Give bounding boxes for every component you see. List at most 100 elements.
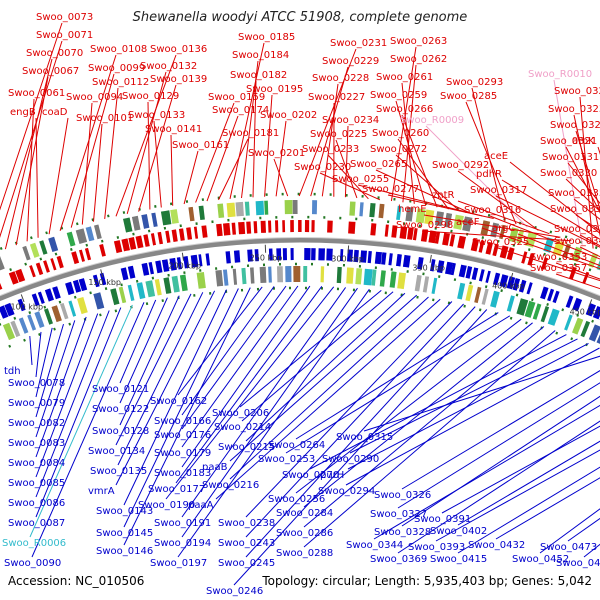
label-connector (245, 301, 453, 518)
label-connector (153, 120, 162, 208)
forward-feature (521, 251, 528, 264)
label-connector (363, 355, 600, 432)
label-connector (573, 198, 600, 220)
reverse-feature (402, 254, 411, 268)
cog-feature-outer (22, 245, 31, 261)
cog-feature-inner (363, 268, 373, 286)
reverse-feature (318, 248, 325, 261)
gene-label-forward: Swoo_0285 (440, 91, 497, 102)
gene-label-reverse: Swoo_0452 (512, 554, 569, 565)
gene-label-reverse: Swoo_0145 (96, 528, 153, 539)
gene-label-reverse: Swoo_0432 (468, 540, 525, 551)
label-connector (229, 296, 429, 480)
forward-feature (216, 223, 223, 237)
reverse-feature (4, 302, 15, 317)
gene-label-reverse: Swoo_0087 (8, 518, 65, 529)
cog-feature-inner (346, 267, 354, 284)
cog-feature-inner (241, 267, 247, 285)
reverse-feature (276, 248, 282, 261)
label-connector (29, 336, 33, 366)
cog-feature-inner (490, 290, 500, 308)
reverse-feature (326, 248, 333, 261)
gene-label-reverse: vmrA (88, 486, 115, 497)
reverse-feature (17, 298, 26, 312)
reverse-feature (471, 267, 479, 280)
label-connector (35, 327, 53, 398)
gene-label-reverse: Swoo_0135 (90, 466, 147, 477)
gene-label-forward: Swoo_0132 (140, 61, 197, 72)
gene-label-forward: Swoo_0067 (22, 66, 79, 77)
reverse-feature (417, 257, 424, 270)
forward-feature (275, 220, 279, 233)
gene-label-forward: Swoo_0322 (550, 120, 600, 131)
forward-feature (391, 225, 398, 238)
tick-label: 400 kbp (492, 281, 525, 290)
forward-feature (186, 227, 193, 240)
forward-feature (150, 233, 156, 246)
label-connector (126, 71, 167, 215)
forward-feature (290, 220, 294, 233)
forward-feature (113, 240, 123, 254)
reverse-feature (225, 251, 231, 264)
reverse-feature (176, 257, 182, 270)
label-connector (115, 290, 216, 486)
label-connector (241, 60, 259, 199)
label-connector (401, 395, 600, 527)
forward-feature (193, 226, 199, 239)
reverse-feature (268, 248, 273, 261)
reverse-feature (478, 269, 485, 282)
cog-feature-outer (151, 212, 158, 227)
reverse-feature (190, 254, 199, 268)
cog-feature-outer (235, 201, 244, 217)
reverse-feature (353, 249, 359, 263)
cog-feature-inner (465, 284, 474, 302)
gene-label-forward: Swoo_0101 (76, 113, 133, 124)
label-connector (181, 285, 311, 468)
cog-feature-inner (540, 306, 550, 323)
cog-feature-outer (188, 206, 195, 222)
cog-feature-outer (85, 226, 95, 242)
reverse-feature (52, 286, 61, 300)
label-connector (497, 247, 600, 282)
gene-label-reverse: Swoo_0197 (150, 558, 207, 569)
gene-label-forward: Swoo_0265 (350, 159, 407, 170)
gene-label-reverse: Swoo_0246 (206, 586, 263, 597)
reverse-feature (247, 249, 253, 262)
cog-feature-inner (136, 282, 146, 300)
cog-feature-outer (444, 212, 453, 228)
forward-feature (399, 226, 408, 239)
gene-label-forward: Swoo_0293 (446, 77, 503, 88)
gene-label-reverse: Swoo_0078 (8, 378, 65, 389)
cog-feature-outer (312, 200, 318, 215)
label-connector (421, 230, 572, 242)
gene-label-reverse: Swoo_0079 (8, 398, 65, 409)
reverse-feature (282, 248, 287, 261)
cog-feature-outer (369, 203, 376, 218)
cog-feature-inner (60, 303, 69, 320)
forward-feature (412, 228, 418, 241)
cog-feature-outer (405, 206, 414, 222)
gene-label-forward: Swoo_0336 (554, 224, 600, 235)
forward-feature (282, 220, 286, 233)
cog-feature-outer (396, 205, 402, 220)
forward-feature (442, 232, 450, 246)
gene-label-forward: Swoo_0317 (470, 185, 527, 196)
reverse-feature (526, 282, 533, 295)
label-connector (457, 466, 600, 554)
gene-label-forward: Swoo_0266 (376, 104, 433, 115)
label-connector (481, 227, 600, 270)
gene-label-forward: Swoo_R0010 (528, 69, 592, 80)
reverse-feature (499, 274, 509, 288)
forward-feature (99, 244, 106, 257)
cog-feature-inner (268, 266, 272, 283)
gene-label-forward: Swoo_0185 (238, 32, 295, 43)
cog-feature-inner (171, 275, 180, 293)
forward-feature (298, 219, 302, 232)
cog-feature-inner (371, 269, 377, 286)
reverse-feature (340, 249, 344, 262)
tick-label: 200 kbp (168, 262, 201, 271)
label-connector (195, 102, 235, 203)
gene-label-reverse: Swoo_0473 (540, 542, 597, 553)
gene-label-reverse: Swoo_0290 (322, 454, 379, 465)
